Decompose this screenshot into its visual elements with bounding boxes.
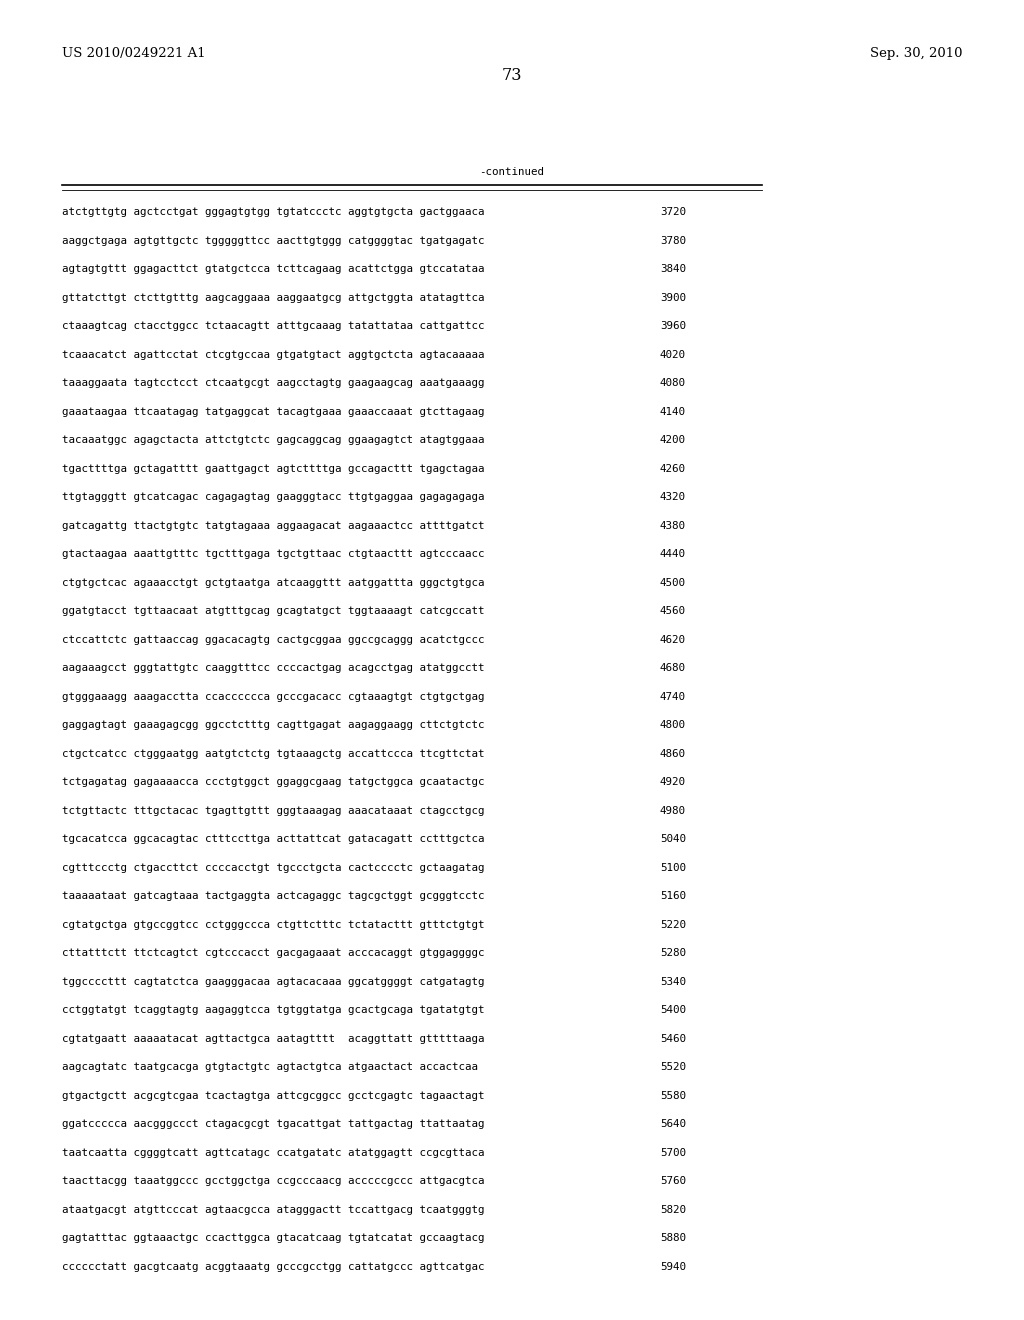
Text: gtactaagaa aaattgtttc tgctttgaga tgctgttaac ctgtaacttt agtcccaacc: gtactaagaa aaattgtttc tgctttgaga tgctgtt…	[62, 549, 484, 560]
Text: tgacttttga gctagatttt gaattgagct agtcttttga gccagacttt tgagctagaa: tgacttttga gctagatttt gaattgagct agtcttt…	[62, 463, 484, 474]
Text: 3960: 3960	[660, 321, 686, 331]
Text: 5400: 5400	[660, 1006, 686, 1015]
Text: gtgactgctt acgcgtcgaa tcactagtga attcgcggcc gcctcgagtc tagaactagt: gtgactgctt acgcgtcgaa tcactagtga attcgcg…	[62, 1090, 484, 1101]
Text: taatcaatta cggggtcatt agttcatagc ccatgatatc atatggagtt ccgcgttaca: taatcaatta cggggtcatt agttcatagc ccatgat…	[62, 1148, 484, 1158]
Text: -continued: -continued	[479, 168, 545, 177]
Text: ataatgacgt atgttcccat agtaacgcca atagggactt tccattgacg tcaatgggtg: ataatgacgt atgttcccat agtaacgcca ataggga…	[62, 1205, 484, 1214]
Text: tctgttactc tttgctacac tgagttgttt gggtaaagag aaacataaat ctagcctgcg: tctgttactc tttgctacac tgagttgttt gggtaaa…	[62, 805, 484, 816]
Text: 5280: 5280	[660, 948, 686, 958]
Text: 3840: 3840	[660, 264, 686, 275]
Text: 4740: 4740	[660, 692, 686, 702]
Text: 3720: 3720	[660, 207, 686, 216]
Text: gatcagattg ttactgtgtc tatgtagaaa aggaagacat aagaaactcc attttgatct: gatcagattg ttactgtgtc tatgtagaaa aggaaga…	[62, 520, 484, 531]
Text: 5460: 5460	[660, 1034, 686, 1044]
Text: 4860: 4860	[660, 748, 686, 759]
Text: 4800: 4800	[660, 721, 686, 730]
Text: 4260: 4260	[660, 463, 686, 474]
Text: agtagtgttt ggagacttct gtatgctcca tcttcagaag acattctgga gtccatataa: agtagtgttt ggagacttct gtatgctcca tcttcag…	[62, 264, 484, 275]
Text: gaaataagaa ttcaatagag tatgaggcat tacagtgaaa gaaaccaaat gtcttagaag: gaaataagaa ttcaatagag tatgaggcat tacagtg…	[62, 407, 484, 417]
Text: 5040: 5040	[660, 834, 686, 845]
Text: atctgttgtg agctcctgat gggagtgtgg tgtatccctc aggtgtgcta gactggaaca: atctgttgtg agctcctgat gggagtgtgg tgtatcc…	[62, 207, 484, 216]
Text: aaggctgaga agtgttgctc tgggggttcc aacttgtggg catggggtac tgatgagatc: aaggctgaga agtgttgctc tgggggttcc aacttgt…	[62, 235, 484, 246]
Text: 4380: 4380	[660, 520, 686, 531]
Text: cccccctatt gacgtcaatg acggtaaatg gcccgcctgg cattatgccc agttcatgac: cccccctatt gacgtcaatg acggtaaatg gcccgcc…	[62, 1262, 484, 1272]
Text: ggatccccca aacgggccct ctagacgcgt tgacattgat tattgactag ttattaatag: ggatccccca aacgggccct ctagacgcgt tgacatt…	[62, 1119, 484, 1130]
Text: 3900: 3900	[660, 293, 686, 302]
Text: cgtttccctg ctgaccttct ccccacctgt tgccctgcta cactcccctc gctaagatag: cgtttccctg ctgaccttct ccccacctgt tgccctg…	[62, 863, 484, 873]
Text: 5640: 5640	[660, 1119, 686, 1130]
Text: cctggtatgt tcaggtagtg aagaggtcca tgtggtatga gcactgcaga tgatatgtgt: cctggtatgt tcaggtagtg aagaggtcca tgtggta…	[62, 1006, 484, 1015]
Text: aagcagtatc taatgcacga gtgtactgtc agtactgtca atgaactact accactcaa: aagcagtatc taatgcacga gtgtactgtc agtactg…	[62, 1063, 478, 1072]
Text: US 2010/0249221 A1: US 2010/0249221 A1	[62, 48, 206, 59]
Text: 5820: 5820	[660, 1205, 686, 1214]
Text: 4560: 4560	[660, 606, 686, 616]
Text: gagtatttac ggtaaactgc ccacttggca gtacatcaag tgtatcatat gccaagtacg: gagtatttac ggtaaactgc ccacttggca gtacatc…	[62, 1233, 484, 1243]
Text: 5100: 5100	[660, 863, 686, 873]
Text: cgtatgaatt aaaaatacat agttactgca aatagtttt  acaggttatt gtttttaaga: cgtatgaatt aaaaatacat agttactgca aatagtt…	[62, 1034, 484, 1044]
Text: 5760: 5760	[660, 1176, 686, 1187]
Text: taaaaataat gatcagtaaa tactgaggta actcagaggc tagcgctggt gcgggtcctc: taaaaataat gatcagtaaa tactgaggta actcaga…	[62, 891, 484, 902]
Text: 4920: 4920	[660, 777, 686, 787]
Text: 5580: 5580	[660, 1090, 686, 1101]
Text: 4320: 4320	[660, 492, 686, 502]
Text: tcaaacatct agattcctat ctcgtgccaa gtgatgtact aggtgctcta agtacaaaaa: tcaaacatct agattcctat ctcgtgccaa gtgatgt…	[62, 350, 484, 359]
Text: 5520: 5520	[660, 1063, 686, 1072]
Text: 5700: 5700	[660, 1148, 686, 1158]
Text: cgtatgctga gtgccggtcc cctgggccca ctgttctttc tctatacttt gtttctgtgt: cgtatgctga gtgccggtcc cctgggccca ctgttct…	[62, 920, 484, 929]
Text: tggccccttt cagtatctca gaagggacaa agtacacaaa ggcatggggt catgatagtg: tggccccttt cagtatctca gaagggacaa agtacac…	[62, 977, 484, 987]
Text: 5880: 5880	[660, 1233, 686, 1243]
Text: 4020: 4020	[660, 350, 686, 359]
Text: 5340: 5340	[660, 977, 686, 987]
Text: 4140: 4140	[660, 407, 686, 417]
Text: taaaggaata tagtcctcct ctcaatgcgt aagcctagtg gaagaagcag aaatgaaagg: taaaggaata tagtcctcct ctcaatgcgt aagccta…	[62, 378, 484, 388]
Text: cttatttctt ttctcagtct cgtcccacct gacgagaaat acccacaggt gtggaggggc: cttatttctt ttctcagtct cgtcccacct gacgaga…	[62, 948, 484, 958]
Text: 4200: 4200	[660, 436, 686, 445]
Text: 5220: 5220	[660, 920, 686, 929]
Text: 4440: 4440	[660, 549, 686, 560]
Text: 4680: 4680	[660, 663, 686, 673]
Text: ctgctcatcc ctgggaatgg aatgtctctg tgtaaagctg accattccca ttcgttctat: ctgctcatcc ctgggaatgg aatgtctctg tgtaaag…	[62, 748, 484, 759]
Text: taacttacgg taaatggccc gcctggctga ccgcccaacg acccccgccc attgacgtca: taacttacgg taaatggccc gcctggctga ccgccca…	[62, 1176, 484, 1187]
Text: 4980: 4980	[660, 805, 686, 816]
Text: tgcacatcca ggcacagtac ctttccttga acttattcat gatacagatt cctttgctca: tgcacatcca ggcacagtac ctttccttga acttatt…	[62, 834, 484, 845]
Text: 4620: 4620	[660, 635, 686, 644]
Text: 4080: 4080	[660, 378, 686, 388]
Text: 5940: 5940	[660, 1262, 686, 1272]
Text: Sep. 30, 2010: Sep. 30, 2010	[869, 48, 962, 59]
Text: gtgggaaagg aaagacctta ccacccccca gcccgacacc cgtaaagtgt ctgtgctgag: gtgggaaagg aaagacctta ccacccccca gcccgac…	[62, 692, 484, 702]
Text: ttgtagggtt gtcatcagac cagagagtag gaagggtacc ttgtgaggaa gagagagaga: ttgtagggtt gtcatcagac cagagagtag gaagggt…	[62, 492, 484, 502]
Text: tctgagatag gagaaaacca ccctgtggct ggaggcgaag tatgctggca gcaatactgc: tctgagatag gagaaaacca ccctgtggct ggaggcg…	[62, 777, 484, 787]
Text: tacaaatggc agagctacta attctgtctc gagcaggcag ggaagagtct atagtggaaa: tacaaatggc agagctacta attctgtctc gagcagg…	[62, 436, 484, 445]
Text: 4500: 4500	[660, 578, 686, 587]
Text: gaggagtagt gaaagagcgg ggcctctttg cagttgagat aagaggaagg cttctgtctc: gaggagtagt gaaagagcgg ggcctctttg cagttga…	[62, 721, 484, 730]
Text: aagaaagcct gggtattgtc caaggtttcc ccccactgag acagcctgag atatggcctt: aagaaagcct gggtattgtc caaggtttcc ccccact…	[62, 663, 484, 673]
Text: 5160: 5160	[660, 891, 686, 902]
Text: ctgtgctcac agaaacctgt gctgtaatga atcaaggttt aatggattta gggctgtgca: ctgtgctcac agaaacctgt gctgtaatga atcaagg…	[62, 578, 484, 587]
Text: gttatcttgt ctcttgtttg aagcaggaaa aaggaatgcg attgctggta atatagttca: gttatcttgt ctcttgtttg aagcaggaaa aaggaat…	[62, 293, 484, 302]
Text: ctaaagtcag ctacctggcc tctaacagtt atttgcaaag tatattataa cattgattcc: ctaaagtcag ctacctggcc tctaacagtt atttgca…	[62, 321, 484, 331]
Text: 3780: 3780	[660, 235, 686, 246]
Text: 73: 73	[502, 67, 522, 84]
Text: ctccattctc gattaaccag ggacacagtg cactgcggaa ggccgcaggg acatctgccc: ctccattctc gattaaccag ggacacagtg cactgcg…	[62, 635, 484, 644]
Text: ggatgtacct tgttaacaat atgtttgcag gcagtatgct tggtaaaagt catcgccatt: ggatgtacct tgttaacaat atgtttgcag gcagtat…	[62, 606, 484, 616]
